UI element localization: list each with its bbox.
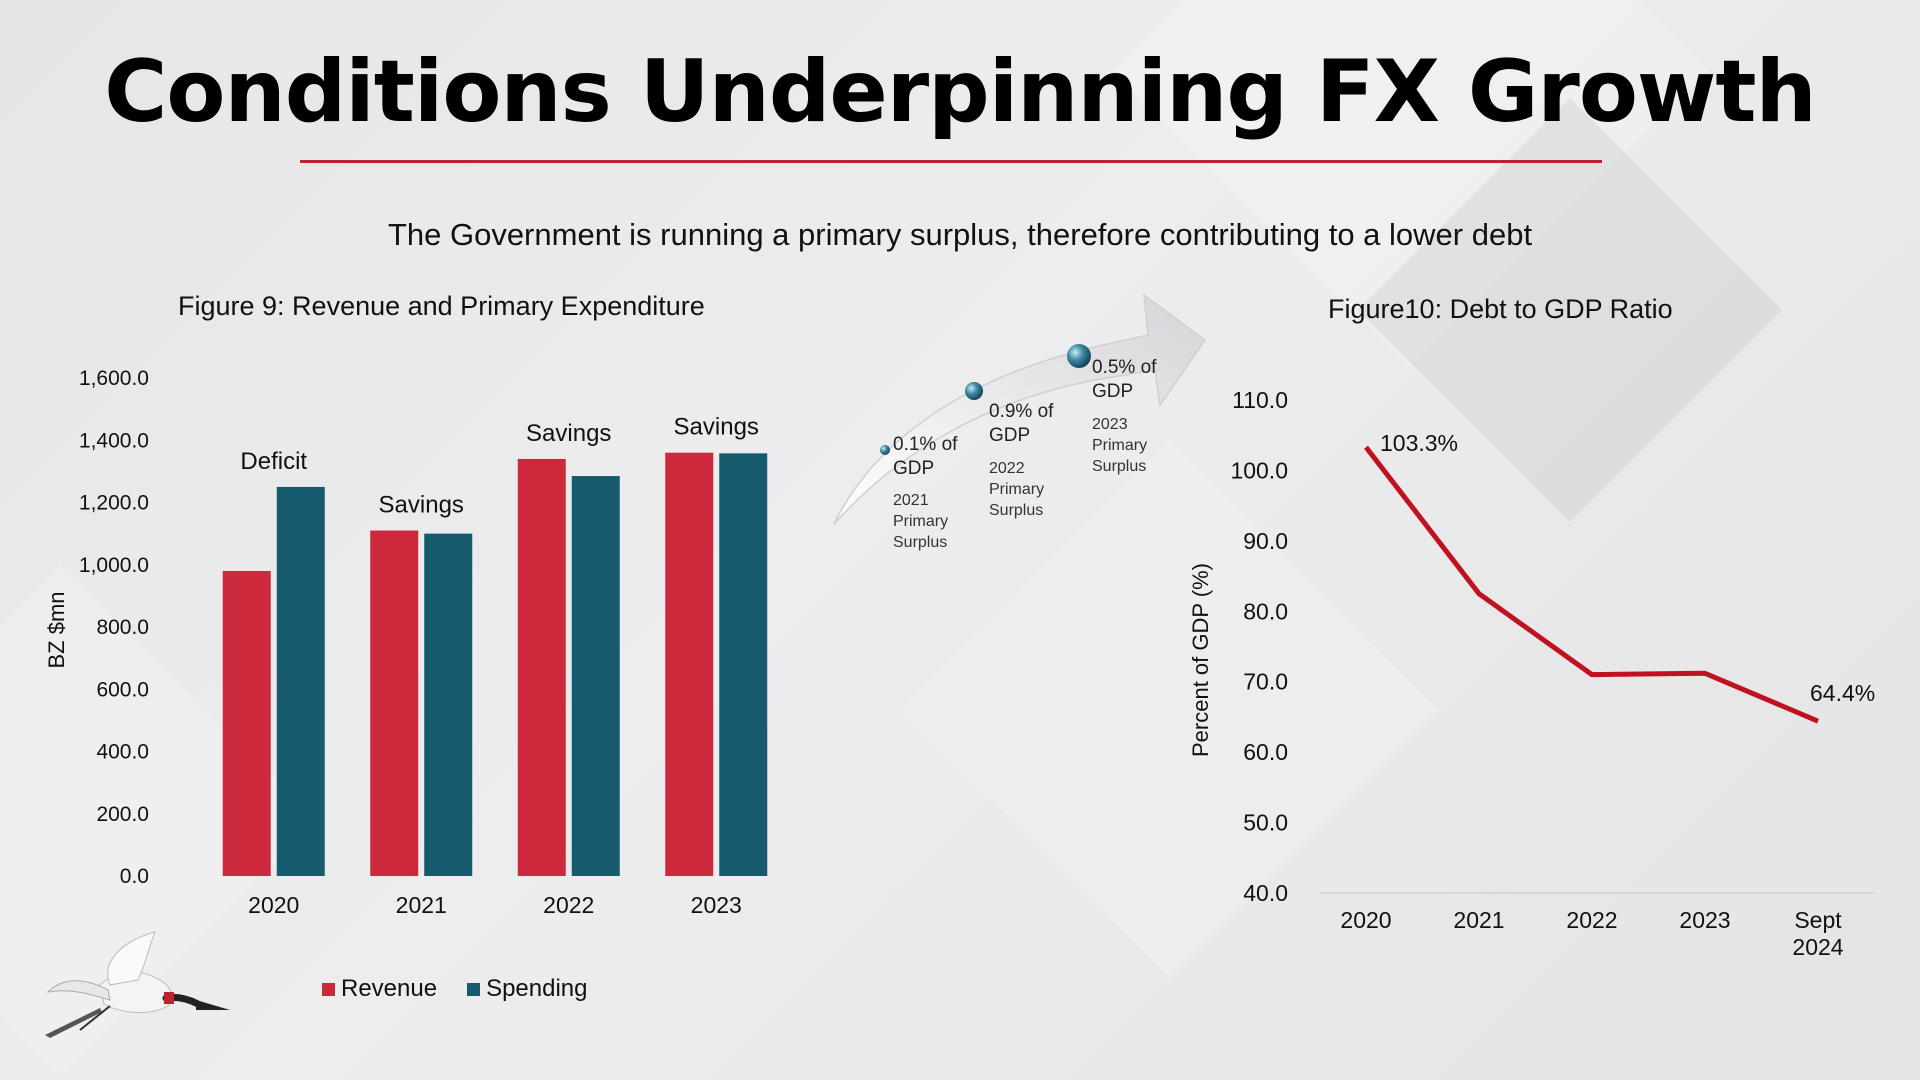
bar-annotation-label: Savings bbox=[526, 420, 611, 447]
legend-swatch-spending bbox=[467, 982, 481, 996]
line-point-label: 103.3% bbox=[1380, 430, 1458, 456]
surplus-2023-year: 2023 bbox=[1092, 416, 1128, 433]
line-x-tick-label: 2023 bbox=[1679, 907, 1730, 933]
legend-label-spending: Spending bbox=[486, 975, 588, 1002]
bar-spending-2021 bbox=[424, 533, 473, 876]
line-y-tick-label: 80.0 bbox=[1243, 598, 1288, 624]
title-underline bbox=[300, 160, 1602, 163]
bar-revenue-2020 bbox=[222, 570, 271, 876]
bar-y-tick-label: 800.0 bbox=[96, 616, 149, 639]
bar-revenue-2021 bbox=[370, 530, 419, 876]
surplus-2022-line1: Primary bbox=[989, 481, 1044, 498]
surplus-2022-unit: GDP bbox=[989, 425, 1030, 446]
bar-x-tick-label: 2020 bbox=[248, 892, 299, 918]
bar-annotation-label: Savings bbox=[674, 414, 759, 441]
surplus-2021-year: 2021 bbox=[893, 492, 929, 509]
legend-label-revenue: Revenue bbox=[341, 975, 438, 1002]
bar-revenue-2023 bbox=[665, 452, 714, 876]
surplus-2021-pct: 0.1% of bbox=[893, 434, 958, 455]
surplus-marker-2021 bbox=[880, 445, 890, 455]
figure-9-title: Figure 9: Revenue and Primary Expenditur… bbox=[178, 291, 705, 321]
line-x-tick-label: Sept 2024 bbox=[1792, 907, 1843, 960]
line-chart-y-axis-label: Percent of GDP (%) bbox=[1188, 563, 1213, 757]
bar-y-tick-label: 1,600.0 bbox=[79, 367, 149, 390]
legend-item-revenue: Revenue bbox=[322, 975, 437, 1003]
bar-chart-legend: Revenue Spending bbox=[322, 975, 588, 1003]
line-y-tick-label: 60.0 bbox=[1243, 739, 1288, 765]
bar-y-tick-label: 1,000.0 bbox=[79, 554, 149, 577]
debt-ratio-line bbox=[1364, 445, 1819, 724]
jabiru-stork-logo bbox=[45, 931, 230, 1038]
bar-y-tick-label: 200.0 bbox=[96, 803, 149, 826]
line-chart: 40.0 50.0 60.0 70.0 80.0 90.0 100.0 110.0 Perce… bbox=[1188, 387, 1875, 960]
bar-annotation-label: Savings bbox=[379, 492, 464, 519]
line-y-tick-label: 40.0 bbox=[1243, 880, 1288, 906]
surplus-2022-pct: 0.9% of bbox=[989, 401, 1054, 422]
bar-spending-2023 bbox=[719, 453, 768, 876]
line-y-tick-label: 100.0 bbox=[1230, 457, 1288, 483]
surplus-2021-unit: GDP bbox=[893, 458, 934, 479]
line-point-label: 64.4% bbox=[1810, 680, 1875, 706]
bar-x-tick-label: 2021 bbox=[396, 892, 447, 918]
line-y-tick-label: 70.0 bbox=[1243, 669, 1288, 695]
slide-subtitle: The Government is running a primary surp… bbox=[387, 217, 1533, 252]
surplus-2022-year: 2022 bbox=[989, 460, 1025, 477]
surplus-2021-line2: Surplus bbox=[893, 534, 947, 551]
bar-y-tick-label: 1,400.0 bbox=[79, 429, 149, 452]
bar-chart-y-axis-label: BZ $mn bbox=[44, 591, 69, 668]
bar-y-tick-label: 600.0 bbox=[96, 678, 149, 701]
line-x-tick-label: 2020 bbox=[1340, 907, 1391, 933]
surplus-2023-line1: Primary bbox=[1092, 437, 1147, 454]
surplus-2022-line2: Surplus bbox=[989, 502, 1043, 519]
line-x-tick-label: 2022 bbox=[1566, 907, 1617, 933]
surplus-arrow-graphic: 0.1% of GDP 2021 Primary Surplus 0.9% of… bbox=[833, 293, 1207, 551]
surplus-marker-2022 bbox=[965, 382, 983, 400]
line-y-tick-label: 50.0 bbox=[1243, 810, 1288, 836]
line-y-tick-label: 90.0 bbox=[1243, 528, 1288, 554]
bar-spending-2020 bbox=[276, 486, 325, 876]
line-x-tick-label: 2021 bbox=[1453, 907, 1504, 933]
bar-x-tick-label: 2023 bbox=[691, 892, 742, 918]
line-y-tick-label: 110.0 bbox=[1232, 387, 1288, 413]
bar-x-tick-label: 2022 bbox=[543, 892, 594, 918]
bar-y-tick-label: 1,200.0 bbox=[79, 492, 149, 515]
bar-y-tick-label: 0.0 bbox=[120, 865, 149, 888]
surplus-2023-line2: Surplus bbox=[1092, 458, 1146, 475]
bar-annotation-label: Deficit bbox=[240, 448, 307, 475]
curved-arrow-icon bbox=[833, 293, 1207, 525]
legend-swatch-revenue bbox=[322, 982, 335, 996]
surplus-2021-line1: Primary bbox=[893, 513, 948, 530]
bar-spending-2022 bbox=[571, 476, 620, 876]
surplus-marker-2023 bbox=[1067, 344, 1091, 368]
bar-y-tick-label: 400.0 bbox=[96, 741, 149, 764]
legend-item-spending: Spending bbox=[467, 975, 588, 1003]
bar-chart: 0.0 200.0 400.0 600.0 800.0 1,000.0 1,200.0 1,4… bbox=[44, 367, 768, 918]
figure-10-title: Figure10: Debt to GDP Ratio bbox=[1328, 294, 1673, 324]
surplus-2023-unit: GDP bbox=[1092, 381, 1133, 402]
surplus-2023-pct: 0.5% of bbox=[1092, 357, 1157, 378]
bar-revenue-2022 bbox=[517, 458, 566, 876]
slide-title: Conditions Underpinning FX Growth bbox=[104, 42, 1816, 142]
